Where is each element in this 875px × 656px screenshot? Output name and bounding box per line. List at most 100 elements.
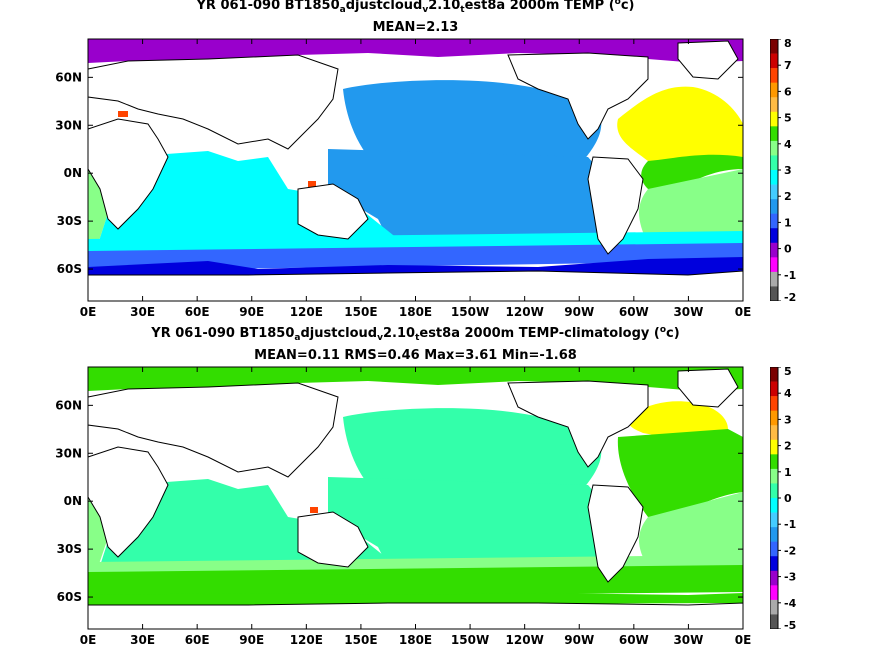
continents — [87, 368, 744, 630]
colorbar-label: -5 — [784, 619, 796, 629]
panel-1-title: YR 061-090 BT1850adjustcloudv2.10test8a … — [88, 0, 743, 15]
x-tick-label: 30E — [130, 305, 155, 319]
colorbar-swatch — [770, 228, 778, 244]
title-sup: o — [659, 325, 667, 335]
colorbar-swatch — [770, 242, 778, 258]
colorbar-swatch — [770, 97, 778, 113]
colorbar-label: -2 — [784, 291, 796, 301]
colorbar-swatch — [770, 257, 778, 273]
colorbar-swatch — [770, 541, 778, 557]
panel-1-map: 0E 30E 60E 90E 120E 150E 180E 150W 120W 90W 60W 30W… — [55, 38, 751, 319]
continent-south-america — [587, 156, 644, 255]
y-tick-label: 30N — [55, 446, 82, 460]
colorbar-label: -1 — [784, 518, 796, 531]
colorbar-swatch — [770, 483, 778, 499]
region-antarctic-shelf — [88, 593, 743, 605]
x-tick-label: 60E — [185, 305, 210, 319]
continent-south-america — [587, 484, 644, 583]
region-atlantic-subtropic — [617, 429, 743, 517]
region-atlantic-north — [627, 401, 728, 438]
title-text: YR 061-090 BT1850 — [196, 0, 340, 13]
colorbar-label: 0 — [784, 243, 792, 256]
colorbar-swatch — [770, 454, 778, 470]
colorbar-label: 6 — [784, 85, 792, 98]
y-tick-label: 60S — [57, 590, 82, 604]
region-pacific-north — [343, 80, 602, 167]
region-pacific-central — [328, 477, 608, 569]
colorbar-label: -3 — [784, 571, 796, 584]
continent-greenland — [677, 40, 739, 80]
colorbar-swatch — [770, 39, 778, 54]
title-text: est8a 2000m TEMP ( — [464, 0, 615, 13]
region-southern-ocean — [88, 565, 743, 599]
colorbar-svg: 5 4 3 2 1 0 -1 -2 -3 -4 -5 — [769, 365, 797, 632]
region-hotspot — [310, 507, 318, 513]
x-tick-label: 150W — [451, 633, 489, 647]
x-tick-label: 90E — [239, 633, 264, 647]
colorbar-label: 2 — [784, 190, 792, 203]
panel-1-stats: MEAN=2.13 — [372, 20, 459, 35]
colorbar-swatch — [770, 498, 778, 513]
x-tick-label: 0E — [80, 633, 97, 647]
colorbar-swatch — [770, 213, 778, 229]
colorbar-label: 8 — [784, 39, 792, 50]
colorbar-label: 3 — [784, 413, 792, 426]
region-pacific-central — [328, 149, 608, 241]
y-tick-label: 60S — [57, 262, 82, 276]
colorbar-swatch — [770, 425, 778, 441]
colorbar-label: -4 — [784, 597, 797, 610]
x-tick-label: 90E — [239, 305, 264, 319]
colorbar-swatch — [770, 82, 778, 98]
x-tick-label: 0E — [80, 305, 97, 319]
x-tick-label: 120W — [506, 305, 544, 319]
y-tick-label: 30S — [57, 214, 82, 228]
title-text: djustcloud — [345, 0, 423, 13]
continent-australia — [297, 511, 369, 568]
continents — [87, 40, 744, 302]
colorbar-label: 4 — [784, 138, 792, 151]
continent-eurasia — [87, 54, 339, 150]
colorbar-label: 5 — [784, 112, 792, 125]
panel-2-colorbar: 5 4 3 2 1 0 -1 -2 -3 -4 -5 — [769, 365, 810, 632]
x-tick-label: 150E — [344, 305, 377, 319]
colorbar-label: 5 — [784, 367, 792, 378]
colorbar-swatch — [770, 170, 778, 185]
continent-greenland — [677, 368, 739, 408]
x-tick-label: 30W — [673, 633, 703, 647]
title-sub: a — [294, 333, 301, 343]
colorbar-swatch — [770, 439, 778, 455]
x-tick-label: 60W — [619, 305, 649, 319]
panel-1-map-svg: 0E 30E 60E 90E 120E 150E 180E 150W 120W 90W 60W 30W… — [55, 38, 751, 319]
x-tick-label: 120E — [290, 305, 323, 319]
panel-2-title: YR 061-090 BT1850adjustcloudv2.10test8a … — [88, 325, 743, 343]
continent-north-america — [507, 380, 649, 468]
panel-2-map: 0E 30E 60E 90E 120E 150E 180E 150W 120W 90W 60W 30W… — [55, 366, 751, 647]
colorbar-label: 2 — [784, 440, 792, 453]
title-text: 2.10 — [382, 326, 416, 341]
colorbar-swatch — [770, 126, 778, 142]
colorbar-swatch — [770, 527, 778, 542]
title-text: c) — [666, 326, 680, 341]
x-tick-label: 150E — [344, 633, 377, 647]
colorbar-swatch — [770, 410, 778, 426]
x-tick-label: 30W — [673, 305, 703, 319]
x-tick-label: 150W — [451, 305, 489, 319]
region-antarctic-shelf — [88, 257, 743, 275]
panel-2-map-svg: 0E 30E 60E 90E 120E 150E 180E 150W 120W 90W 60W 30W… — [55, 366, 751, 647]
colorbar-swatch — [770, 271, 778, 287]
colorbar-swatch — [770, 556, 778, 572]
y-tick-label: 0N — [64, 166, 82, 180]
colorbar-label: 3 — [784, 164, 792, 177]
colorbar-swatch — [770, 68, 778, 83]
title-text: djustcloud — [300, 326, 378, 341]
y-tick-label: 0N — [64, 494, 82, 508]
colorbar-label: 1 — [784, 466, 792, 479]
colorbar-label: -1 — [784, 269, 796, 282]
x-tick-label: 30E — [130, 633, 155, 647]
y-tick-label: 60N — [55, 70, 82, 84]
colorbar-swatch — [770, 585, 778, 601]
x-tick-label: 0E — [735, 305, 752, 319]
region-pacific-north — [343, 408, 602, 495]
title-sub: v — [422, 5, 429, 15]
colorbar-swatch — [770, 286, 778, 302]
